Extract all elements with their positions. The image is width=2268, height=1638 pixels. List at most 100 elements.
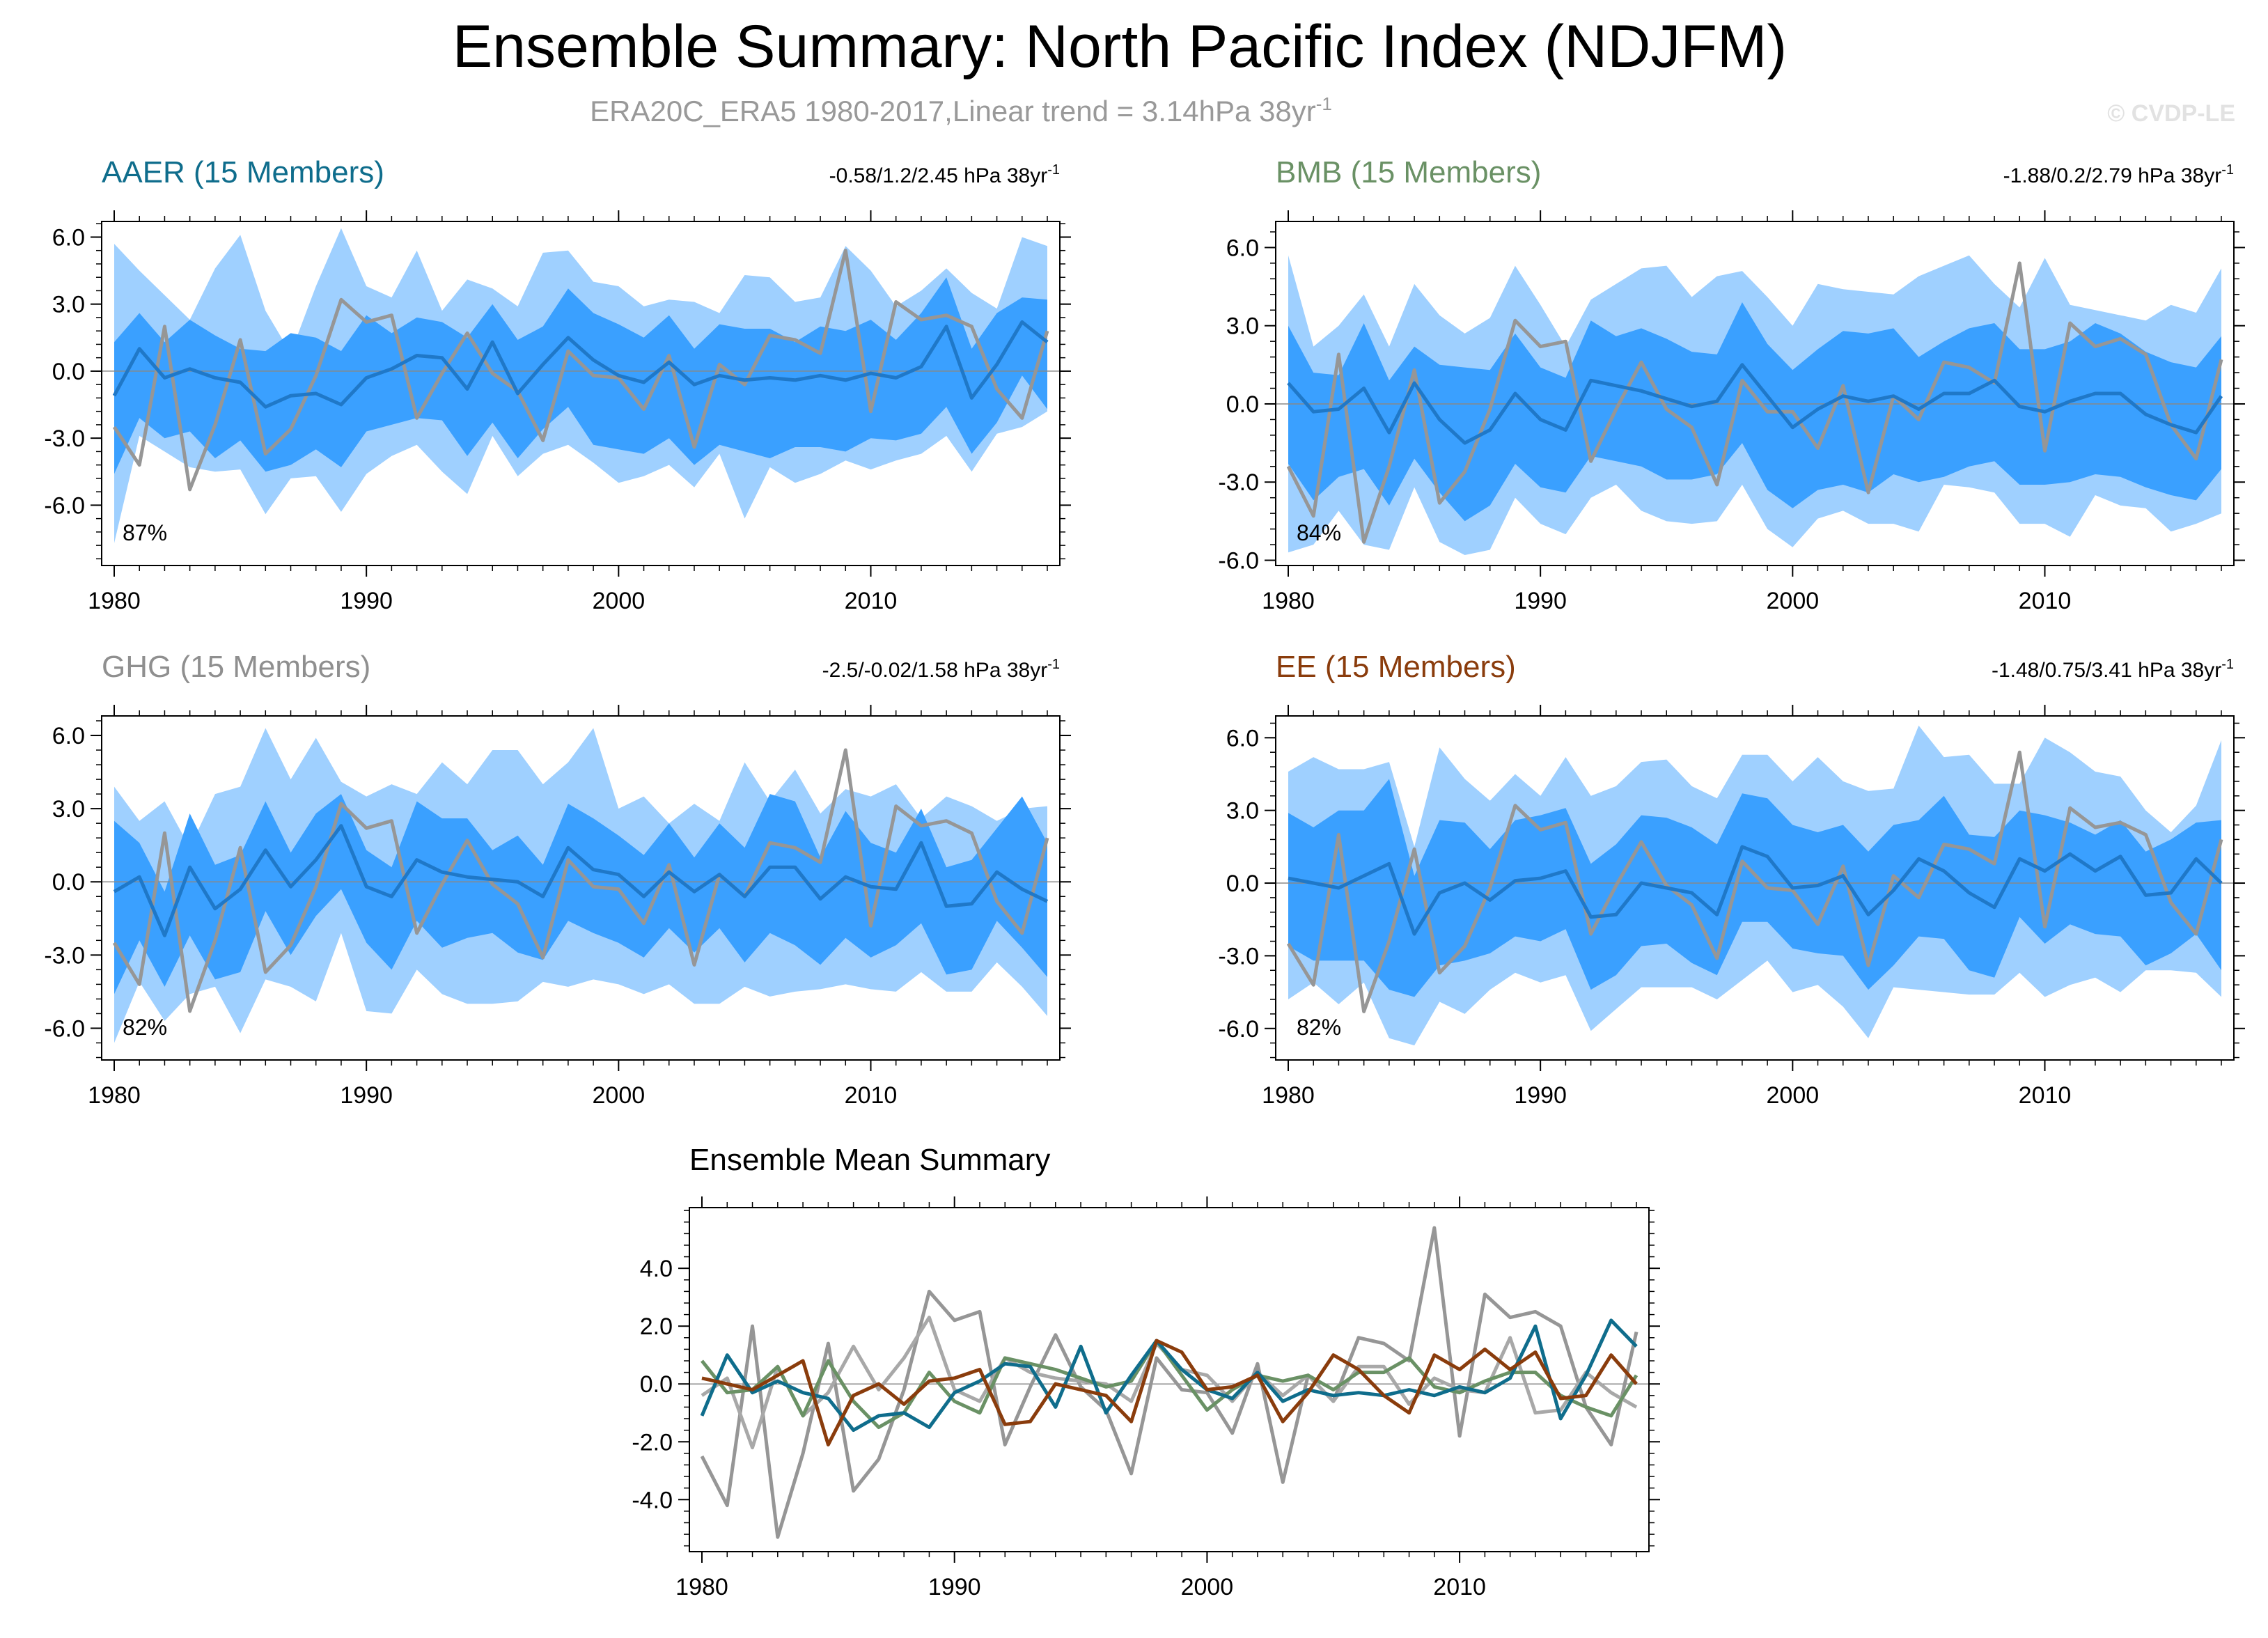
y-tick-label: 0.0 (1226, 391, 1259, 418)
observations-line (112, 249, 1049, 492)
x-tick-label: 1990 (340, 588, 393, 614)
panel-label: BMB (15 Members) (1276, 155, 1541, 189)
y-tick-label: -3.0 (1218, 469, 1259, 496)
y-tick-label: 3.0 (1226, 313, 1259, 340)
panel-label: AAER (15 Members) (102, 155, 384, 189)
trend-sup: -1 (2221, 657, 2234, 672)
plot-frame (101, 715, 1061, 1061)
credit-label: © CVDP-LE (2107, 100, 2235, 127)
percent-label: 87% (123, 520, 167, 545)
x-tick-label: 2010 (2019, 1082, 2072, 1109)
y-tick-label: 3.0 (52, 292, 85, 318)
y-tick-label: 0.0 (1226, 871, 1259, 897)
x-tick-label: 2000 (1181, 1574, 1234, 1600)
figure-subtitle: ERA20C_ERA5 1980-2017,Linear trend = 3.1… (590, 93, 1332, 127)
y-tick-label: 3.0 (52, 796, 85, 822)
figure-title: Ensemble Summary: North Pacific Index (N… (453, 13, 1787, 80)
panel-label: GHG (15 Members) (102, 650, 370, 684)
x-tick-label: 1990 (1514, 1082, 1567, 1109)
y-tick-label: -6.0 (44, 492, 85, 519)
x-tick-label: 2010 (845, 1082, 898, 1109)
plot-frame (689, 1207, 1650, 1552)
x-tick-label: 1990 (340, 1082, 393, 1109)
panel-ghg: GHG (15 Members) -2.5/-0.02/1.58 hPa 38yr… (44, 650, 1071, 1109)
ensemble-mean-line (1287, 363, 2223, 445)
series-line-aaer (700, 1318, 1638, 1433)
panel-ee: EE (15 Members) -1.48/0.75/3.41 hPa 38yr-… (1218, 650, 2245, 1109)
plot-area (689, 1226, 1649, 1539)
y-tick-label: 2.0 (640, 1313, 673, 1340)
observations-line (1286, 750, 2223, 1013)
x-tick-label: 1990 (1514, 588, 1567, 614)
y-tick-label: 0.0 (52, 869, 85, 896)
y-tick-label: 3.0 (1226, 798, 1259, 825)
percent-label: 82% (123, 1015, 167, 1040)
plot-frame (1275, 221, 2235, 566)
x-tick-label: 2000 (593, 1082, 646, 1109)
ensemble-mean-line (1288, 845, 2223, 936)
percent-label: 82% (1297, 1015, 1341, 1040)
plot-frame (1275, 715, 2235, 1061)
plot-area (102, 228, 1060, 543)
summary-title: Ensemble Mean Summary (689, 1143, 1050, 1177)
y-tick-label: 0.0 (640, 1371, 673, 1398)
trend-text: -1.88/0.2/2.79 hPa 38yr (2003, 164, 2222, 187)
panel-bmb: BMB (15 Members) -1.88/0.2/2.79 hPa 38yr-… (1218, 155, 2245, 614)
trend-sup: -1 (2221, 162, 2234, 178)
y-tick-label: 6.0 (1226, 235, 1259, 261)
panel-label: EE (15 Members) (1276, 650, 1516, 684)
y-tick-label: -6.0 (1218, 548, 1259, 575)
x-tick-label: 2000 (593, 588, 646, 614)
y-tick-label: 0.0 (52, 359, 85, 385)
figure-subtitle-sup: -1 (1316, 93, 1332, 114)
series-line-bmb (701, 1339, 1639, 1429)
y-tick-label: -4.0 (632, 1487, 673, 1513)
series-line-ee (701, 1339, 1638, 1446)
y-tick-label: 6.0 (52, 224, 85, 251)
x-tick-label: 1980 (1262, 588, 1315, 614)
figure-subtitle-text: ERA20C_ERA5 1980-2017,Linear trend = 3.1… (590, 95, 1316, 127)
y-tick-label: -3.0 (44, 942, 85, 969)
y-tick-label: 4.0 (640, 1256, 673, 1282)
y-tick-label: 6.0 (1226, 725, 1259, 751)
x-tick-label: 1980 (88, 588, 141, 614)
x-tick-label: 2010 (2019, 588, 2072, 614)
band-10-90 (114, 277, 1047, 474)
x-tick-label: 2010 (1433, 1574, 1486, 1600)
ensemble-mean-line (112, 320, 1049, 409)
x-tick-label: 2010 (845, 588, 898, 614)
x-tick-label: 2000 (1767, 1082, 1820, 1109)
trend-text: -1.48/0.75/3.41 hPa 38yr (1992, 659, 2221, 682)
trend-text: -2.5/-0.02/1.58 hPa 38yr (822, 659, 1048, 682)
ensemble-mean-line (113, 824, 1049, 937)
plot-frame (101, 221, 1061, 566)
band-10-90 (1288, 302, 2221, 522)
panel-aaer: AAER (15 Members) -0.58/1.2/2.45 hPa 38yr… (44, 155, 1071, 614)
plot-area (1276, 725, 2234, 1046)
x-tick-label: 1990 (928, 1574, 981, 1600)
y-tick-label: -3.0 (44, 426, 85, 452)
series-line-observations (700, 1226, 1639, 1539)
y-tick-label: 6.0 (52, 723, 85, 749)
trend-label: -2.5/-0.02/1.58 hPa 38yr-1 (822, 657, 1060, 682)
x-tick-label: 1980 (88, 1082, 141, 1109)
trend-label: -1.88/0.2/2.79 hPa 38yr-1 (2003, 162, 2234, 187)
y-tick-label: -6.0 (1218, 1016, 1259, 1043)
trend-label: -0.58/1.2/2.45 hPa 38yr-1 (829, 162, 1060, 187)
trend-sup: -1 (1047, 657, 1060, 672)
plot-area (102, 728, 1060, 1043)
plot-area (1276, 255, 2234, 555)
x-tick-label: 2000 (1767, 588, 1820, 614)
trend-text: -0.58/1.2/2.45 hPa 38yr (829, 164, 1048, 187)
panel-ensemble-mean-summary: Ensemble Mean Summary 4.0 2.0 0.0 -2.0 -4.0 19… (632, 1143, 1660, 1600)
y-tick-label: -3.0 (1218, 943, 1259, 969)
x-tick-label: 1980 (675, 1574, 728, 1600)
percent-label: 84% (1297, 520, 1341, 545)
observations-line (1286, 261, 2223, 544)
trend-label: -1.48/0.75/3.41 hPa 38yr-1 (1992, 657, 2234, 682)
x-tick-label: 1980 (1262, 1082, 1315, 1109)
trend-sup: -1 (1047, 162, 1060, 178)
y-tick-label: -2.0 (632, 1429, 673, 1456)
band-10-90 (1288, 779, 2221, 997)
